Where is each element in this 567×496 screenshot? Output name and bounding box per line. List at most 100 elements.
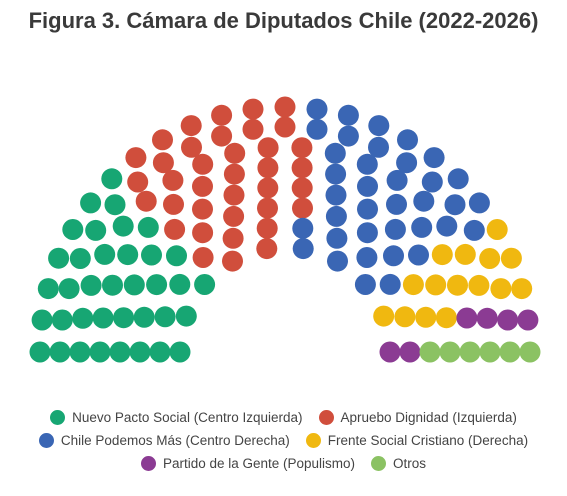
seat-1 — [92, 307, 114, 329]
seat-2 — [192, 175, 213, 197]
legend-swatch — [318, 410, 334, 425]
seat-3 — [384, 218, 406, 240]
seat-1 — [101, 168, 123, 190]
seat-2 — [181, 136, 202, 158]
legend-label: Partido de la Gente (Populismo) — [162, 456, 356, 471]
seat-2 — [223, 205, 245, 227]
seat-3 — [444, 194, 466, 216]
seat-3 — [354, 274, 376, 295]
seat-1 — [175, 305, 197, 327]
seat-1 — [149, 341, 171, 363]
seat-3 — [292, 217, 314, 239]
seat-3 — [408, 244, 429, 266]
seat-4 — [431, 244, 453, 266]
seat-2 — [152, 129, 173, 151]
seat-1 — [69, 341, 91, 363]
seat-1 — [89, 341, 111, 363]
seat-2 — [211, 125, 233, 147]
seat-3 — [356, 247, 378, 268]
seat-1 — [48, 247, 70, 269]
legend-item-partido-de-la-gente: Partido de la Gente (Populismo) — [140, 456, 356, 471]
seat-3 — [357, 198, 378, 220]
seat-2 — [180, 115, 202, 137]
seat-6 — [519, 341, 541, 363]
seat-1 — [49, 341, 71, 363]
seat-5 — [399, 341, 421, 363]
legend-item-otros: Otros — [371, 456, 426, 471]
seat-2 — [125, 147, 147, 169]
seat-2 — [135, 190, 157, 212]
seat-3 — [386, 193, 407, 215]
seat-2 — [223, 163, 245, 185]
legend-label: Nuevo Pacto Social (Centro Izquierda) — [72, 410, 303, 425]
seat-4 — [394, 306, 416, 328]
seat-1 — [85, 219, 107, 241]
legend-swatch — [140, 456, 156, 471]
seat-2 — [192, 247, 214, 268]
seat-4 — [486, 219, 508, 240]
legend-label: Chile Podemos Más (Centro Derecha) — [60, 433, 290, 448]
seat-2 — [192, 153, 214, 175]
legend-swatch — [38, 433, 54, 448]
seat-3 — [292, 238, 314, 260]
seat-2 — [274, 96, 296, 118]
seat-2 — [256, 238, 278, 260]
seat-3 — [379, 273, 401, 295]
seat-4 — [373, 305, 395, 327]
seat-1 — [58, 278, 80, 300]
seat-1 — [37, 278, 59, 300]
seat-2 — [274, 116, 296, 138]
seat-3 — [325, 163, 347, 185]
seat-3 — [326, 227, 348, 249]
seat-2 — [291, 137, 313, 159]
seat-4 — [435, 307, 457, 329]
seat-2 — [291, 177, 313, 199]
seat-3 — [306, 98, 328, 120]
seat-3 — [325, 184, 347, 206]
seat-1 — [117, 244, 139, 266]
legend-swatch — [50, 410, 66, 425]
seat-3 — [368, 136, 389, 158]
seat-2 — [257, 137, 279, 159]
seat-1 — [109, 341, 131, 363]
seat-3 — [413, 190, 435, 212]
seat-1 — [29, 341, 51, 363]
seat-1 — [129, 341, 151, 363]
seat-1 — [72, 307, 94, 329]
parliament-chart — [29, 96, 541, 363]
seat-3 — [463, 219, 485, 241]
seat-1 — [133, 306, 155, 328]
seat-2 — [256, 217, 278, 239]
chart-title: Figura 3. Cámara de Diputados Chile (202… — [28, 8, 539, 33]
seat-1 — [166, 245, 187, 267]
seat-2 — [242, 118, 264, 140]
seat-5 — [517, 309, 539, 331]
legend-item-frente-social-cristiano: Frente Social Cristiano (Derecha) — [305, 433, 528, 448]
seat-1 — [62, 219, 84, 240]
seat-4 — [425, 274, 447, 296]
legend-item-apruebo-dignidad: Apruebo Dignidad (Izquierda) — [318, 410, 517, 425]
seat-4 — [415, 306, 437, 328]
seat-1 — [123, 274, 145, 296]
seat-1 — [141, 244, 162, 266]
seat-2 — [257, 157, 279, 179]
seat-2 — [192, 222, 214, 244]
seat-4 — [468, 274, 490, 296]
seat-2 — [292, 197, 313, 219]
seat-1 — [69, 248, 91, 269]
legend-item-nuevo-pacto-social: Nuevo Pacto Social (Centro Izquierda) — [50, 410, 303, 425]
seat-3 — [325, 205, 347, 227]
seat-3 — [356, 153, 378, 175]
seat-3 — [327, 250, 348, 272]
seat-2 — [223, 184, 245, 206]
seat-2 — [152, 152, 174, 174]
seat-3 — [306, 118, 328, 140]
seat-1 — [194, 274, 216, 295]
seat-2 — [162, 169, 184, 191]
seat-1 — [51, 309, 73, 331]
seat-4 — [500, 247, 522, 269]
seat-1 — [113, 307, 135, 329]
seat-1 — [169, 341, 191, 363]
seat-4 — [511, 278, 533, 300]
seat-3 — [386, 169, 408, 191]
